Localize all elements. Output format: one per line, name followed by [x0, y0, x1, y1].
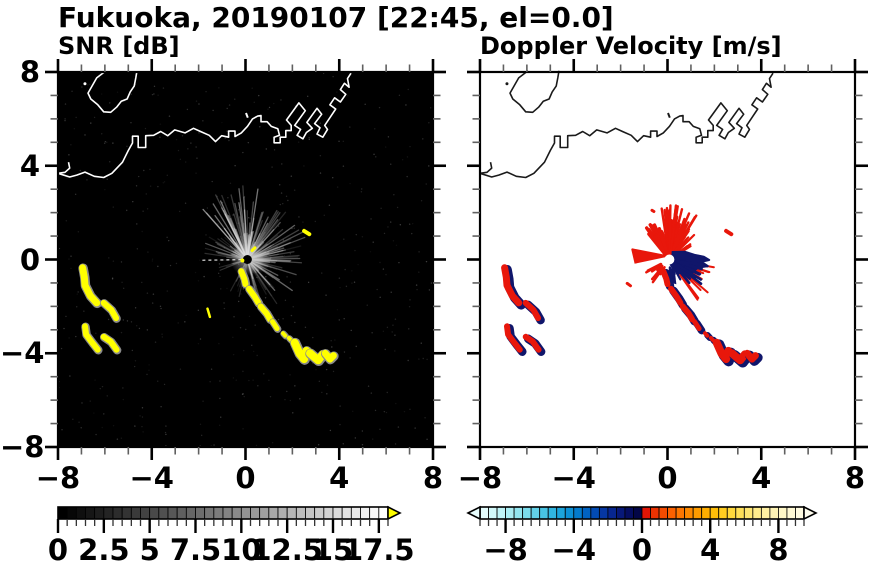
echo-spot [724, 228, 734, 237]
echo-patch [321, 349, 337, 363]
y-tick-label: 0 [19, 242, 40, 277]
x-tick-label: 8 [422, 461, 444, 495]
figure-title: Fukuoka, 20190107 [22:45, el=0.0] [58, 1, 614, 34]
y-tick-label: −8 [0, 430, 45, 464]
snr-colorbar-tick-label: 10 [221, 533, 262, 567]
echo-patch [82, 323, 101, 353]
snr-colorbar-tick-label: 15 [312, 533, 354, 567]
echo-patch [708, 336, 716, 343]
y-tick-label: 8 [19, 55, 40, 89]
echo-spot [302, 228, 312, 237]
coastline-mainland [57, 72, 352, 179]
snr-colorbar-tick-label: 5 [139, 533, 160, 567]
snr-colorbar-tick-label: 2.5 [78, 533, 130, 567]
axis-ticks [467, 59, 868, 460]
echo-patch [286, 336, 294, 343]
coastline [57, 70, 352, 179]
echo-patch [703, 331, 710, 338]
snr-colorbar-tick-label: 7.5 [169, 533, 222, 567]
echo-patch [281, 331, 288, 338]
velocity-colorbar-tick-label: 4 [700, 533, 721, 567]
dashed-ray [199, 258, 248, 262]
coastline-island [509, 70, 560, 114]
doppler-plot [467, 59, 868, 460]
velocity-colorbar-body [466, 505, 818, 533]
x-tick-label: 0 [657, 461, 678, 495]
velocity-colorbar-tick-label: −8 [483, 533, 528, 567]
echo-patch [501, 264, 523, 307]
echo-patch [522, 299, 542, 322]
velocity-colorbar-tick-label: 8 [768, 533, 789, 567]
radar-center [242, 255, 252, 264]
positive-velocity-rays [644, 223, 671, 259]
x-tick-label: −4 [551, 461, 596, 495]
echo-patch [257, 303, 274, 323]
snr-panel-label: SNR [dB] [58, 32, 180, 60]
coastline-dot [83, 82, 87, 86]
snr-plot [45, 59, 446, 460]
x-tick-label: 4 [751, 461, 772, 495]
echo-patch [522, 333, 542, 353]
echo-patch [692, 319, 702, 332]
y-tick-label: 4 [19, 148, 40, 183]
echo-patch [660, 268, 671, 288]
red-wedge [631, 248, 669, 264]
echo-patch [290, 338, 311, 364]
snr-colorbar-tick-label: 12.5 [251, 533, 323, 567]
coastline-islet [667, 112, 671, 119]
doppler-panel-label: Doppler Velocity [m/s] [480, 32, 782, 60]
echo-patch [668, 285, 684, 306]
over-range-arrow [387, 505, 402, 521]
y-tick-label: −4 [0, 336, 45, 371]
echo-patch [270, 319, 280, 332]
snr-colorbar-tick-label: 17.5 [343, 533, 415, 567]
x-tick-label: 8 [844, 461, 866, 495]
echo-patch [238, 268, 249, 288]
snr-colorbar-tick-label: 0 [47, 533, 69, 567]
radar-center [664, 254, 675, 265]
negative-velocity-rays [672, 255, 707, 285]
echo-patch [504, 323, 523, 353]
echo-spot [206, 307, 212, 319]
x-tick-label: 4 [329, 461, 350, 495]
echo-patch [679, 303, 696, 323]
clutter-rays [247, 245, 303, 305]
x-tick-label: −8 [35, 461, 81, 495]
coastline-island [87, 70, 138, 114]
echo-patch [79, 264, 101, 307]
echo-patch [306, 349, 327, 365]
x-tick-label: −8 [457, 461, 503, 495]
echo-patch [743, 349, 759, 363]
coastline-islet [245, 112, 249, 119]
echo-spot [650, 208, 656, 213]
coastline-mainland [479, 72, 774, 179]
echo-patch [100, 333, 120, 353]
echo-patch [728, 349, 749, 365]
echo-patch [246, 285, 262, 306]
echo-patch [712, 338, 733, 364]
echo-patch [100, 299, 120, 322]
coastline-dot [505, 82, 509, 86]
coastline [479, 70, 774, 179]
velocity-colorbar-tick-label: −4 [551, 533, 597, 567]
clutter-rays [204, 236, 246, 260]
snr-colorbar-body [56, 505, 402, 533]
x-tick-label: 0 [235, 461, 256, 495]
echo-spot [250, 246, 257, 253]
under-range-arrow [466, 505, 481, 521]
clutter-rays [202, 185, 259, 258]
echo-spot [625, 281, 632, 288]
velocity-colorbar-tick-label: 0 [631, 533, 653, 567]
over-range-arrow [803, 505, 818, 521]
axis-ticks [45, 59, 446, 460]
x-tick-label: −4 [129, 461, 174, 495]
